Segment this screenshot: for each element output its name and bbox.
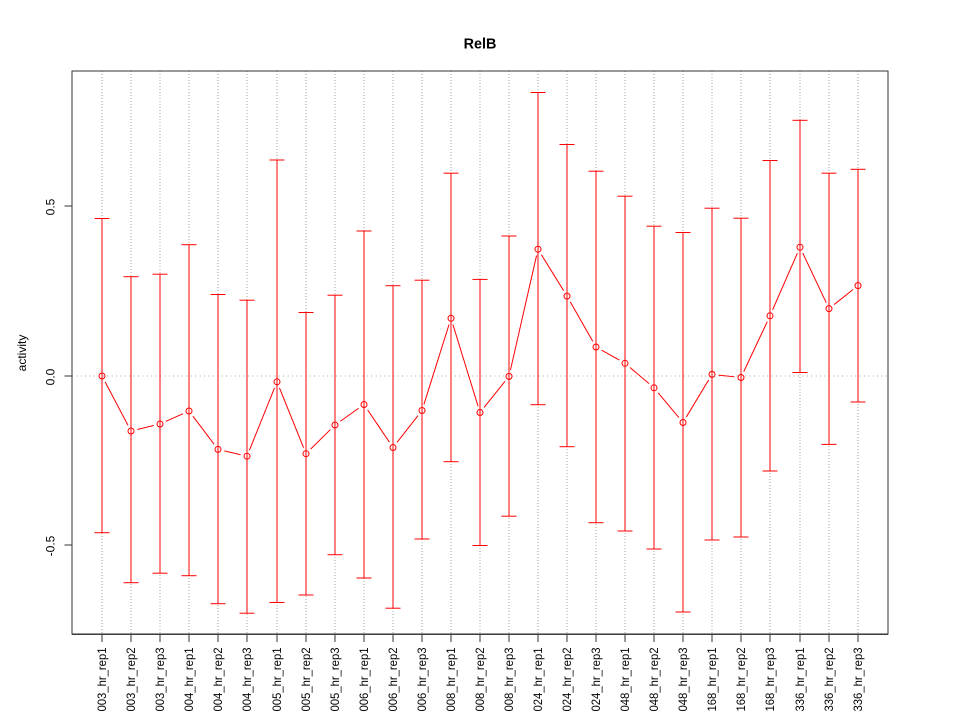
svg-text:008_hr_rep1: 008_hr_rep1	[444, 647, 458, 711]
svg-text:-0.5: -0.5	[44, 535, 58, 556]
svg-text:005_hr_rep3: 005_hr_rep3	[328, 647, 342, 711]
svg-text:048_hr_rep2: 048_hr_rep2	[647, 647, 661, 711]
svg-text:activity: activity	[15, 335, 29, 372]
svg-text:0.0: 0.0	[44, 368, 58, 385]
svg-text:005_hr_rep1: 005_hr_rep1	[270, 647, 284, 711]
svg-text:336_hr_rep3: 336_hr_rep3	[851, 647, 865, 711]
svg-text:008_hr_rep3: 008_hr_rep3	[502, 647, 516, 711]
svg-text:006_hr_rep3: 006_hr_rep3	[415, 647, 429, 711]
svg-text:RelB: RelB	[464, 37, 497, 53]
svg-text:024_hr_rep1: 024_hr_rep1	[531, 647, 545, 711]
svg-text:0.5: 0.5	[44, 198, 58, 215]
svg-text:048_hr_rep1: 048_hr_rep1	[618, 647, 632, 711]
svg-text:003_hr_rep1: 003_hr_rep1	[95, 647, 109, 711]
svg-text:168_hr_rep3: 168_hr_rep3	[763, 647, 777, 711]
svg-text:024_hr_rep2: 024_hr_rep2	[560, 647, 574, 711]
svg-text:336_hr_rep2: 336_hr_rep2	[822, 647, 836, 711]
svg-text:336_hr_rep1: 336_hr_rep1	[793, 647, 807, 711]
svg-text:006_hr_rep2: 006_hr_rep2	[386, 647, 400, 711]
svg-text:005_hr_rep2: 005_hr_rep2	[299, 647, 313, 711]
svg-text:008_hr_rep2: 008_hr_rep2	[473, 647, 487, 711]
svg-text:004_hr_rep2: 004_hr_rep2	[211, 647, 225, 711]
svg-text:048_hr_rep3: 048_hr_rep3	[676, 647, 690, 711]
svg-text:004_hr_rep3: 004_hr_rep3	[240, 647, 254, 711]
svg-text:003_hr_rep3: 003_hr_rep3	[153, 647, 167, 711]
svg-text:003_hr_rep2: 003_hr_rep2	[124, 647, 138, 711]
svg-text:004_hr_rep1: 004_hr_rep1	[182, 647, 196, 711]
svg-text:024_hr_rep3: 024_hr_rep3	[589, 647, 603, 711]
svg-text:168_hr_rep1: 168_hr_rep1	[705, 647, 719, 711]
svg-text:006_hr_rep1: 006_hr_rep1	[357, 647, 371, 711]
svg-text:168_hr_rep2: 168_hr_rep2	[734, 647, 748, 711]
